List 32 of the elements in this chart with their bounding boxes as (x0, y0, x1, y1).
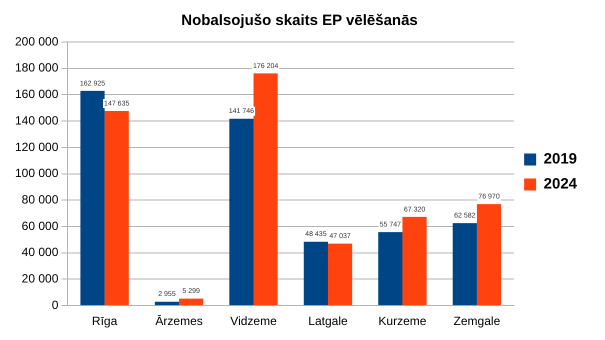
x-tick-label: Vidzeme (230, 314, 278, 328)
bar (254, 73, 278, 306)
x-tick-label: Rīga (92, 314, 118, 328)
bar (104, 111, 129, 306)
legend-label: 2019 (544, 150, 578, 168)
y-tick-label: 40 000 (22, 245, 59, 260)
y-tick-label: 100 000 (14, 166, 59, 180)
x-tick-label: Latgale (308, 314, 348, 328)
bar (179, 298, 204, 306)
y-tick-label: 0 (52, 298, 59, 312)
bar (328, 244, 352, 306)
bar (229, 118, 254, 306)
legend-label: 2024 (544, 176, 578, 193)
x-tick-label: Ārzemes (155, 314, 203, 328)
bar (402, 216, 427, 306)
bar (378, 232, 402, 306)
bar (452, 223, 477, 306)
x-tick-label: Kurzeme (378, 314, 427, 328)
bar (154, 302, 180, 306)
x-tick-label: Zemgale (454, 314, 501, 328)
chart-title: Nobalsojušo skaits EP vēlēšanās (181, 12, 418, 30)
y-tick-label: 180 000 (14, 60, 59, 75)
bar (304, 242, 328, 306)
bar (80, 90, 105, 306)
y-tick-label: 60 000 (22, 218, 59, 233)
y-tick-label: 20 000 (22, 272, 59, 286)
bar (476, 204, 502, 306)
y-tick-label: 200 000 (14, 34, 59, 48)
y-tick-label: 140 000 (14, 113, 59, 128)
y-tick-label: 80 000 (22, 192, 59, 206)
y-tick-label: 160 000 (14, 87, 59, 102)
y-tick-label: 120 000 (14, 140, 59, 154)
